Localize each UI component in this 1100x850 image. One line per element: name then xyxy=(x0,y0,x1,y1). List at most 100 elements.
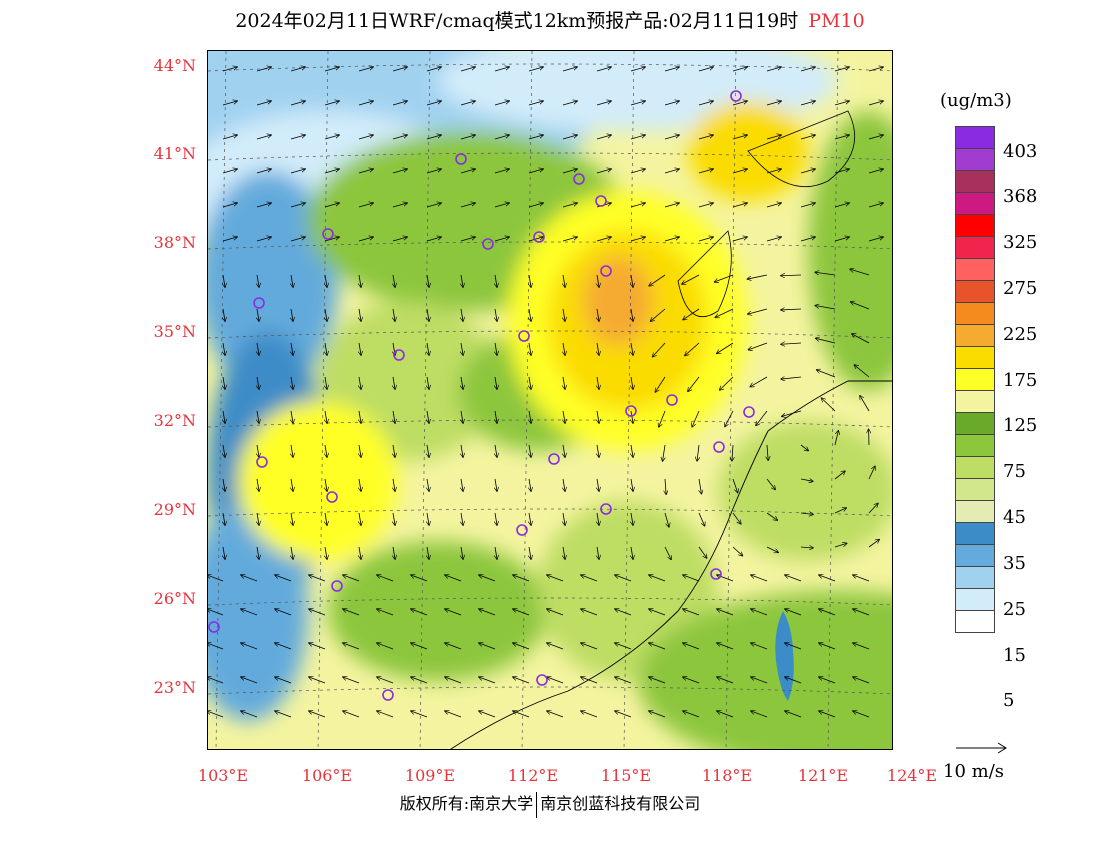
wind-vector xyxy=(393,478,395,491)
wind-vector xyxy=(834,543,847,548)
wind-vector xyxy=(766,478,775,489)
wind-vector xyxy=(494,237,509,242)
wind-vector xyxy=(495,546,497,559)
wind-vector xyxy=(392,203,407,208)
wind-vector xyxy=(479,677,496,684)
wind-vector xyxy=(698,237,713,242)
latitude-line xyxy=(208,508,892,517)
wind-vector xyxy=(800,169,815,174)
wind-vector xyxy=(630,135,645,140)
city-marker-icon xyxy=(666,394,678,406)
wind-vector xyxy=(751,609,768,616)
wind-vector xyxy=(651,308,666,321)
wind-vector xyxy=(631,342,633,355)
wind-vector xyxy=(256,67,271,72)
city-marker-icon xyxy=(393,349,405,361)
latitude-line xyxy=(208,241,892,250)
colorbar-swatch xyxy=(955,368,995,391)
wind-vector xyxy=(290,67,305,72)
wind-vector xyxy=(563,342,565,355)
wind-vector xyxy=(427,308,429,321)
wind-reference-label: 10 m/s xyxy=(943,761,1004,782)
wind-vector xyxy=(732,101,747,106)
wind-vector xyxy=(868,540,879,548)
lat-label: 44°N xyxy=(153,56,196,75)
wind-vector xyxy=(426,203,441,208)
wind-vector xyxy=(427,342,429,355)
wind-vector xyxy=(615,575,632,582)
wind-vector xyxy=(460,203,475,208)
wind-vector xyxy=(275,575,292,582)
wind-vector xyxy=(732,478,738,492)
wind-vector xyxy=(853,643,870,650)
wind-vector xyxy=(392,169,407,174)
wind-vector xyxy=(445,643,462,650)
city-marker-icon xyxy=(331,580,343,592)
wind-vector xyxy=(785,609,802,616)
wind-vector xyxy=(377,677,394,684)
wind-vector xyxy=(615,677,632,684)
city-marker-icon xyxy=(516,524,528,536)
wind-vector xyxy=(494,135,509,140)
wind-vector xyxy=(241,677,258,684)
wind-vector xyxy=(819,677,836,684)
wind-vector xyxy=(359,410,361,423)
wind-vector xyxy=(766,546,778,552)
colorbar-swatch xyxy=(955,500,995,523)
wind-vector xyxy=(631,274,633,287)
wind-vector xyxy=(257,444,259,457)
wind-vector xyxy=(461,444,463,457)
wind-vector xyxy=(529,274,531,287)
wind-vector xyxy=(223,308,225,321)
wind-vector xyxy=(581,711,598,718)
wind-vector xyxy=(222,237,237,242)
colorbar-swatch xyxy=(955,324,995,347)
wind-vector xyxy=(800,237,815,242)
wind-vector xyxy=(290,169,305,174)
wind-vector xyxy=(697,444,699,461)
wind-vector xyxy=(358,169,373,174)
wind-vector xyxy=(834,203,849,208)
colorbar-label: 368 xyxy=(1003,186,1038,207)
wind-vector xyxy=(581,643,598,650)
wind-vector xyxy=(800,203,815,208)
wind-vector xyxy=(427,376,429,389)
wind-vector xyxy=(223,444,225,457)
wind-vector xyxy=(659,410,666,427)
colorbar-label: 175 xyxy=(1003,370,1038,391)
wind-vector xyxy=(547,609,564,616)
wind-vector xyxy=(460,237,475,242)
wind-vector xyxy=(275,677,292,684)
wind-vector xyxy=(547,575,564,582)
wind-vector xyxy=(257,308,259,321)
wind-vector xyxy=(748,308,768,314)
wind-vector xyxy=(781,275,802,276)
wind-vector xyxy=(208,575,224,582)
wind-vector xyxy=(479,711,496,718)
wind-vector xyxy=(853,711,870,718)
city-marker-icon xyxy=(518,330,530,342)
wind-vector xyxy=(513,575,530,582)
colorbar xyxy=(955,126,995,633)
wind-vector xyxy=(597,376,599,389)
wind-vector xyxy=(732,203,747,208)
wind-vector xyxy=(562,203,577,208)
wind-vector xyxy=(393,444,395,457)
longitude-line xyxy=(317,51,329,749)
colorbar-label: 225 xyxy=(1003,324,1038,345)
wind-vector xyxy=(781,309,802,310)
wind-vector xyxy=(256,237,271,242)
city-marker-icon xyxy=(208,621,220,633)
wind-vector xyxy=(495,274,497,287)
wind-vector xyxy=(698,101,713,106)
wind-vector xyxy=(596,169,611,174)
city-markers xyxy=(208,90,755,701)
wind-vector xyxy=(460,67,475,72)
pm10-map[interactable] xyxy=(207,50,893,750)
wind-vector xyxy=(631,546,633,559)
wind-vector xyxy=(309,711,326,718)
wind-vector xyxy=(494,169,509,174)
wind-vector xyxy=(665,478,666,494)
wind-vector xyxy=(649,711,666,718)
wind-vector xyxy=(325,444,327,457)
